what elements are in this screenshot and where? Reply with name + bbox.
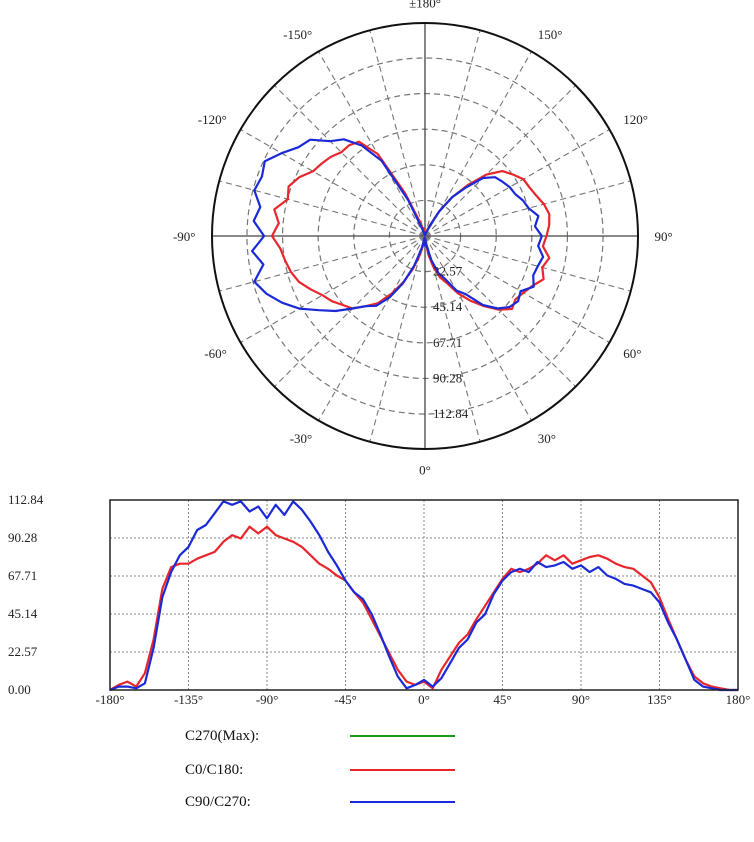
- polar-grid-spoke: [424, 129, 610, 237]
- y-tick-label: 90.28: [8, 530, 37, 545]
- legend-swatch-c90-c270: [350, 801, 455, 803]
- line-series-c0-c180: [109, 525, 738, 692]
- polar-radial-label: 22.57: [433, 264, 463, 279]
- polar-grid-spoke: [424, 51, 532, 237]
- x-tick-label: 0°: [418, 692, 430, 707]
- x-tick-label: 180°: [726, 692, 751, 707]
- plot-frame: [109, 499, 739, 691]
- polar-angle-label: 120°: [623, 112, 648, 127]
- legend-label-c270: C270(Max):: [185, 727, 260, 744]
- polar-grid-spoke: [273, 235, 426, 388]
- x-tick-label: 90°: [572, 692, 590, 707]
- polar-grid-spoke: [424, 235, 577, 388]
- polar-angle-label: -30°: [290, 431, 313, 446]
- polar-grid-spoke: [369, 30, 426, 237]
- x-tick-label: -45°: [334, 692, 357, 707]
- legend-label-c90-c270: C90/C270:: [185, 793, 251, 810]
- polar-radial-label: 45.14: [433, 299, 463, 314]
- x-tick-label: 135°: [647, 692, 672, 707]
- polar-grid-spoke: [240, 235, 426, 343]
- line-series-c90-c270: [109, 500, 738, 692]
- polar-grid-spoke: [424, 30, 481, 237]
- polar-grid-spoke: [424, 84, 577, 237]
- plot-area: [110, 500, 738, 690]
- polar-grid-spoke: [219, 235, 426, 292]
- polar-chart: ±180° 150° 120° 90° 60° 30° 0° -30° -60° -90° -120…: [173, 0, 673, 478]
- y-tick-label: 0.00: [8, 682, 31, 697]
- x-tick-label: -180°: [95, 692, 124, 707]
- polar-series-c90-c270: [251, 138, 545, 313]
- polar-series-c0-c180: [270, 140, 551, 311]
- polar-grid-spoke: [424, 235, 481, 442]
- polar-radial-label: 112.84: [433, 406, 469, 421]
- polar-grid-spoke: [240, 129, 426, 237]
- x-tick-label: -135°: [174, 692, 203, 707]
- polar-grid-spoke: [369, 235, 426, 442]
- legend-swatch-c270: [350, 735, 455, 737]
- polar-angle-label: -150°: [283, 27, 312, 42]
- x-tick-label: -90°: [256, 692, 279, 707]
- y-tick-label: 112.84: [8, 492, 44, 507]
- polar-grid-spoke: [424, 235, 631, 292]
- polar-grid-spoke: [219, 180, 426, 237]
- polar-radial-label: 90.28: [433, 370, 462, 385]
- y-tick-label: 22.57: [8, 644, 38, 659]
- cartesian-chart: -180° -135° -90° -45° 0° 45° 90° 135° 180° 0.00 22…: [8, 492, 750, 707]
- polar-grid-spoke: [318, 235, 426, 421]
- polar-angle-label: -90°: [173, 229, 196, 244]
- polar-grid-spoke: [424, 180, 631, 237]
- polar-angle-label: 30°: [538, 431, 556, 446]
- legend-label-c0-c180: C0/C180:: [185, 761, 244, 778]
- legend-swatch-c0-c180: [350, 769, 455, 771]
- legend-item-c270: C270(Max):: [185, 725, 455, 747]
- polar-angle-label: -60°: [204, 346, 227, 361]
- polar-angle-label: 0°: [419, 463, 431, 478]
- polar-grid-spoke: [424, 235, 610, 343]
- polar-angle-label: 60°: [623, 346, 641, 361]
- polar-grid-spoke: [424, 235, 532, 421]
- polar-angle-label: 90°: [655, 229, 673, 244]
- legend-item-c90-c270: C90/C270:: [185, 791, 455, 813]
- polar-radial-label: 67.71: [433, 335, 462, 350]
- polar-angle-label: ±180°: [409, 0, 441, 10]
- polar-grid-spoke: [273, 84, 426, 237]
- polar-angle-label: 150°: [538, 27, 563, 42]
- y-tick-label: 45.14: [8, 606, 38, 621]
- y-tick-label: 67.71: [8, 568, 37, 583]
- polar-angle-label: -120°: [198, 112, 227, 127]
- polar-outer-ring: [211, 22, 639, 450]
- x-tick-label: 45°: [493, 692, 511, 707]
- polar-grid-spoke: [318, 51, 426, 237]
- legend-item-c0-c180: C0/C180:: [185, 759, 455, 781]
